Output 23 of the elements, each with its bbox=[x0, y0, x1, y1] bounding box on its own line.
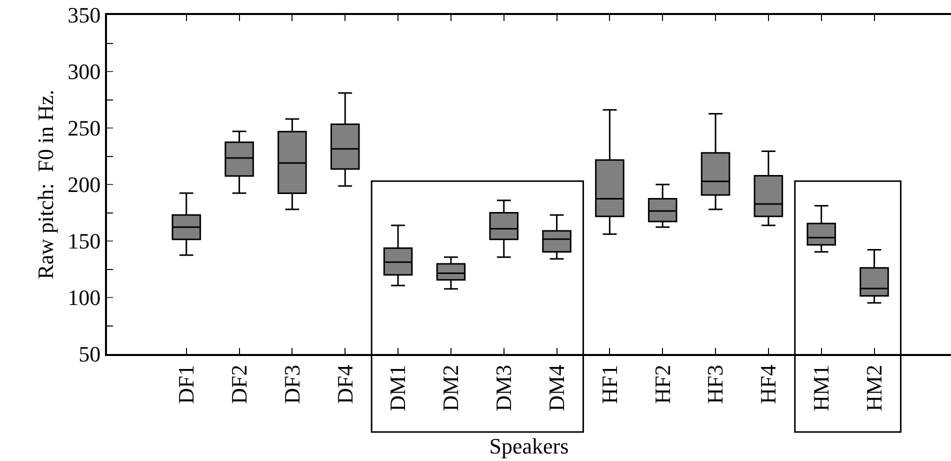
x-tick-label: DM4 bbox=[544, 364, 569, 412]
x-tick-label: HF3 bbox=[702, 364, 728, 404]
x-tick-label: DM2 bbox=[438, 364, 464, 412]
x-tick-label: DF2 bbox=[226, 364, 252, 404]
y-tick-label: 50 bbox=[78, 342, 101, 367]
x-tick-label: DF3 bbox=[279, 364, 304, 404]
x-tick-label: HF2 bbox=[650, 364, 675, 404]
x-tick-label: DF4 bbox=[332, 364, 358, 404]
x-tick-label: HF4 bbox=[756, 364, 781, 404]
x-axis-title: Speakers bbox=[489, 434, 569, 459]
x-tick-label: DF1 bbox=[174, 364, 199, 404]
y-tick-label: 200 bbox=[68, 172, 101, 198]
y-tick-label: 150 bbox=[68, 228, 101, 254]
y-axis-title: Raw pitch: F0 in Hz. bbox=[32, 90, 58, 280]
y-tick-label: 250 bbox=[68, 116, 101, 141]
x-tick-label: HM2 bbox=[861, 364, 886, 412]
x-tick-label: HM1 bbox=[808, 364, 834, 412]
x-tick-label: DM1 bbox=[385, 364, 410, 412]
y-tick-label: 100 bbox=[68, 285, 101, 310]
y-tick-label: 300 bbox=[68, 59, 101, 84]
x-tick-label: DM3 bbox=[491, 364, 516, 412]
y-tick-label: 350 bbox=[68, 2, 101, 28]
x-tick-label: HF1 bbox=[596, 364, 622, 404]
